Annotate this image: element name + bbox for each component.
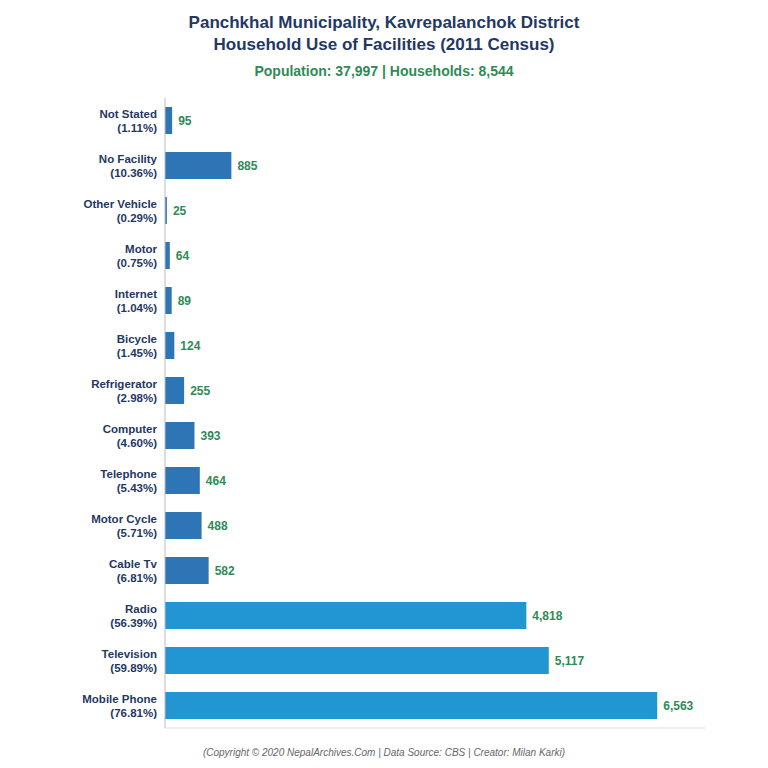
bar [165, 242, 170, 269]
data-label: 5,117 [555, 654, 585, 668]
bar [165, 692, 657, 719]
chart-container: Panchkhal Municipality, Kavrepalanchok D… [0, 0, 768, 768]
bar [165, 152, 231, 179]
data-label: 25 [173, 204, 187, 218]
bar [165, 107, 172, 134]
bar [165, 602, 526, 629]
data-label: 885 [237, 159, 257, 173]
background [0, 0, 768, 768]
bars [165, 107, 657, 719]
y-axis-line [165, 98, 166, 728]
data-label: 89 [178, 294, 192, 308]
data-label: 393 [200, 429, 220, 443]
data-label: 488 [208, 519, 228, 533]
footer-annotation: (Copyright © 2020 NepalArchives.Com | Da… [203, 747, 565, 758]
y-tick-label: Computer(4.60%) [103, 423, 158, 449]
data-label: 582 [215, 564, 235, 578]
bar [165, 647, 549, 674]
y-tick-label: Other Vehicle(0.29%) [83, 198, 157, 224]
y-tick-label: Mobile Phone(76.81%) [82, 693, 157, 719]
y-tick-label: No Facility(10.36%) [99, 153, 158, 179]
data-label: 95 [178, 114, 192, 128]
labels: 6,563 Mobile Phone(76.81%) 5,117 Television… [82, 108, 693, 719]
y-tick-label: Motor(0.75%) [117, 243, 158, 269]
y-tick-label: Internet(1.04%) [115, 288, 157, 314]
data-label: 464 [206, 474, 226, 488]
y-tick-label: Refrigerator(2.98%) [91, 378, 157, 404]
bar [165, 467, 200, 494]
data-label: 4,818 [532, 609, 562, 623]
y-tick-label: Bicycle(1.45%) [117, 333, 157, 359]
bar [165, 512, 202, 539]
x-axis-line [165, 728, 705, 729]
bar [165, 377, 184, 404]
bar [165, 287, 172, 314]
y-tick-label: Not Stated(1.11%) [100, 108, 158, 134]
subtitle: Population: 37,997 | Households: 8,544 [254, 63, 513, 79]
data-label: 64 [176, 249, 190, 263]
y-tick-label: Television(59.89%) [102, 648, 158, 674]
y-tick-label: Radio(56.39%) [110, 603, 157, 629]
data-label: 124 [180, 339, 200, 353]
data-label: 6,563 [663, 699, 693, 713]
bar [165, 332, 174, 359]
y-tick-label: Motor Cycle(5.71%) [91, 513, 157, 539]
chart: Panchkhal Municipality, Kavrepalanchok D… [0, 0, 768, 768]
y-tick-label: Telephone(5.43%) [100, 468, 157, 494]
data-label: 255 [190, 384, 210, 398]
title: Panchkhal Municipality, Kavrepalanchok D… [189, 13, 580, 54]
bar [165, 557, 209, 584]
bar [165, 422, 194, 449]
y-tick-label: Cable Tv(6.81%) [109, 558, 158, 584]
